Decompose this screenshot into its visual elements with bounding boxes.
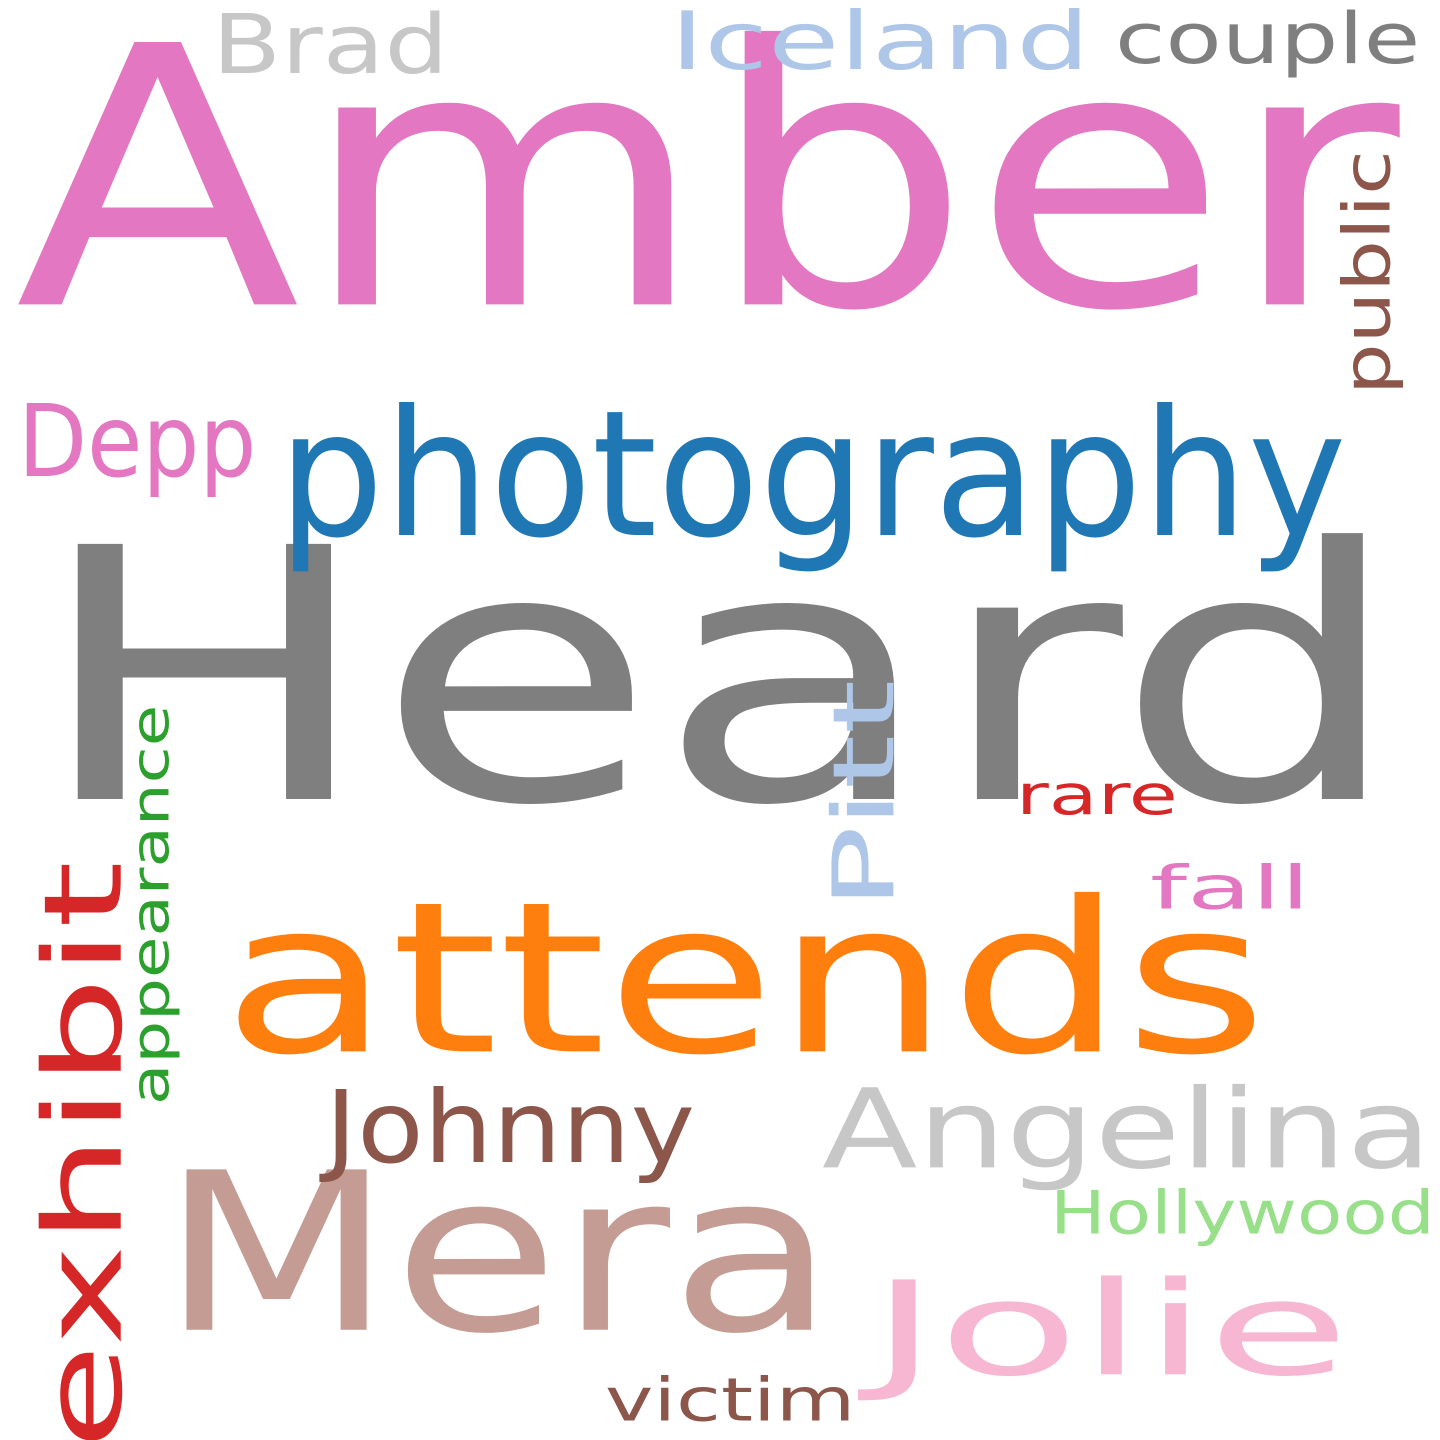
word-appearance: appearance — [120, 704, 182, 1105]
word-mera: Mera — [160, 1125, 836, 1383]
word-amber: Amber — [15, 0, 1400, 391]
word-heard: Heard — [33, 473, 1405, 883]
word-iceland: Iceland — [670, 0, 1090, 89]
word-johnny: Johnny — [325, 1069, 695, 1186]
word-brad: Brad — [212, 0, 449, 93]
word-angelina: Angelina — [822, 1065, 1433, 1194]
word-hollywood: Hollywood — [1050, 1177, 1435, 1248]
word-fall: fall — [1150, 852, 1311, 923]
word-photography: photography — [278, 372, 1347, 577]
word-attends: attends — [222, 856, 1268, 1102]
word-public: public — [1329, 150, 1406, 395]
word-jolie: Jolie — [870, 1253, 1350, 1406]
word-pitt: Pitt — [814, 679, 914, 910]
word-victim: victim — [605, 1364, 856, 1435]
word-rare: rare — [1016, 763, 1178, 828]
word-depp: Depp — [18, 383, 257, 500]
word-couple: couple — [1115, 0, 1421, 80]
